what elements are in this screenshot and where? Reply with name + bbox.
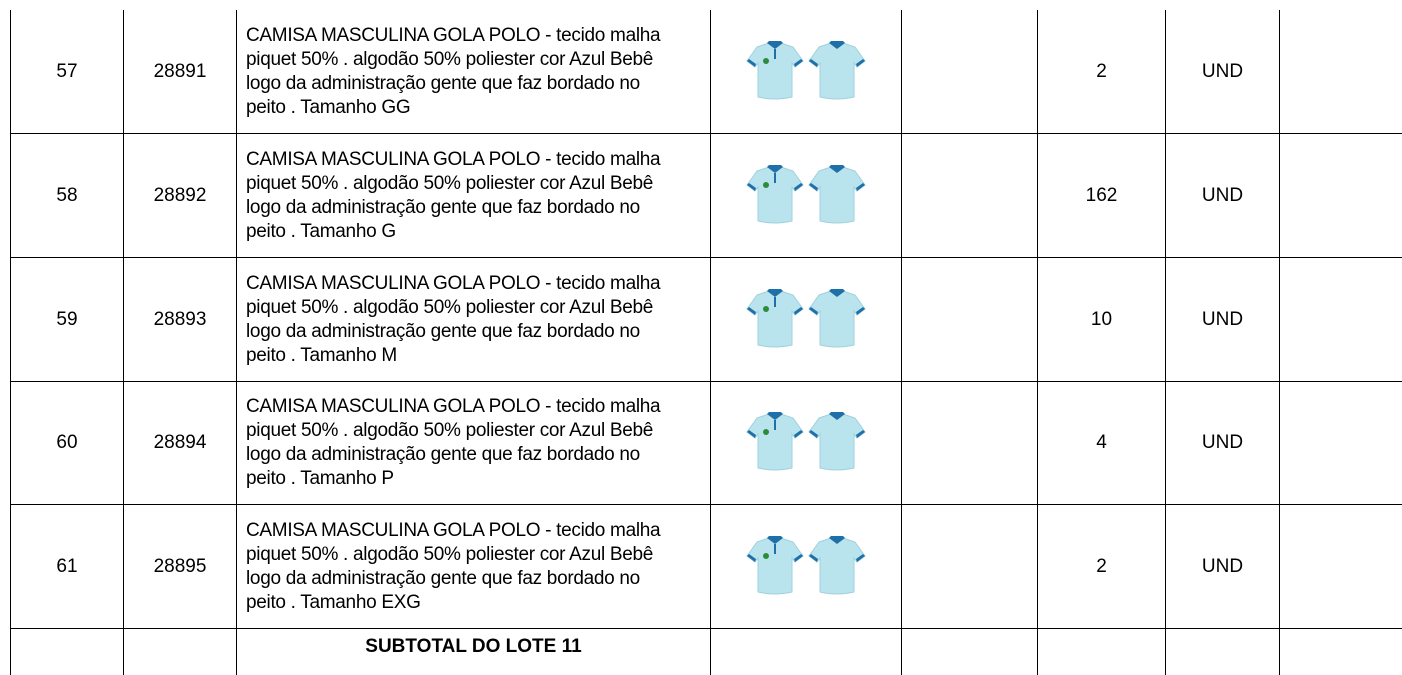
quantity-cell: 2	[1038, 10, 1166, 134]
description-cell-text: CAMISA MASCULINA GOLA POLO - tecido malh…	[246, 519, 661, 613]
item-cell-text: 57	[56, 60, 78, 82]
image-cell	[711, 134, 902, 258]
image-cell	[711, 382, 902, 505]
item-cell: 61	[10, 505, 124, 629]
empty-cell	[10, 629, 124, 675]
unit-cell-text: UND	[1201, 555, 1244, 577]
item-cell: 58	[10, 134, 124, 258]
code-cell-text: 28892	[153, 184, 207, 206]
empty-cell	[902, 382, 1038, 505]
item-cell: 59	[10, 258, 124, 382]
image-cell	[711, 10, 902, 134]
code-cell-text: 28893	[153, 308, 207, 330]
image-cell	[711, 258, 902, 382]
subtotal-cell-text: SUBTOTAL DO LOTE 11	[365, 636, 582, 657]
subtotal-cell: SUBTOTAL DO LOTE 11	[237, 629, 711, 675]
quantity-cell: 2	[1038, 505, 1166, 629]
description-cell: CAMISA MASCULINA GOLA POLO - tecido malh…	[237, 10, 711, 134]
empty-cell	[902, 258, 1038, 382]
quantity-cell-text: 162	[1085, 184, 1118, 206]
quantity-cell: 4	[1038, 382, 1166, 505]
empty-cell	[902, 134, 1038, 258]
description-cell-text: CAMISA MASCULINA GOLA POLO - tecido malh…	[246, 24, 661, 118]
code-cell-text: 28895	[153, 555, 207, 577]
description-cell-text: CAMISA MASCULINA GOLA POLO - tecido malh…	[246, 148, 661, 242]
unit-cell: UND	[1166, 505, 1280, 629]
image-cell	[711, 505, 902, 629]
unit-cell: UND	[1166, 382, 1280, 505]
empty-cell	[902, 10, 1038, 134]
unit-cell: UND	[1166, 134, 1280, 258]
empty-cell	[1280, 629, 1402, 675]
unit-cell-text: UND	[1201, 432, 1244, 453]
code-cell: 28893	[124, 258, 237, 382]
code-cell: 28891	[124, 10, 237, 134]
unit-cell-text: UND	[1201, 184, 1244, 206]
unit-cell-text: UND	[1201, 308, 1244, 330]
description-cell: CAMISA MASCULINA GOLA POLO - tecido malh…	[237, 134, 711, 258]
item-cell-text: 58	[56, 184, 78, 206]
code-cell: 28892	[124, 134, 237, 258]
empty-cell	[1280, 258, 1402, 382]
item-cell: 60	[10, 382, 124, 505]
quantity-cell: 10	[1038, 258, 1166, 382]
item-cell-text: 59	[56, 308, 78, 330]
shirt-image	[746, 164, 866, 223]
unit-cell: UND	[1166, 10, 1280, 134]
item-cell-text: 60	[56, 432, 78, 453]
description-cell: CAMISA MASCULINA GOLA POLO - tecido malh…	[237, 505, 711, 629]
empty-cell	[124, 629, 237, 675]
item-cell-text: 61	[56, 555, 78, 577]
empty-cell	[902, 505, 1038, 629]
code-cell: 28894	[124, 382, 237, 505]
item-cell: 57	[10, 10, 124, 134]
shirt-image	[746, 288, 866, 347]
quantity-cell-text: 2	[1096, 60, 1107, 82]
quantity-cell-text: 4	[1096, 432, 1107, 453]
empty-cell	[1166, 629, 1280, 675]
description-cell-text: CAMISA MASCULINA GOLA POLO - tecido malh…	[246, 272, 661, 366]
empty-cell	[1280, 382, 1402, 505]
empty-cell	[902, 629, 1038, 675]
quantity-cell-text: 2	[1096, 555, 1107, 577]
shirt-image	[746, 535, 866, 594]
empty-cell	[711, 629, 902, 675]
quantity-cell-text: 10	[1090, 308, 1113, 330]
unit-cell: UND	[1166, 258, 1280, 382]
empty-cell	[1038, 629, 1166, 675]
empty-cell	[1280, 10, 1402, 134]
code-cell: 28895	[124, 505, 237, 629]
code-cell-text: 28891	[153, 60, 207, 82]
description-cell: CAMISA MASCULINA GOLA POLO - tecido malh…	[237, 382, 711, 505]
empty-cell	[1280, 505, 1402, 629]
unit-cell-text: UND	[1201, 60, 1244, 82]
shirt-image	[746, 412, 866, 471]
description-cell-text: CAMISA MASCULINA GOLA POLO - tecido malh…	[246, 396, 661, 489]
code-cell-text: 28894	[153, 432, 207, 453]
empty-cell	[1280, 134, 1402, 258]
shirt-image	[746, 40, 866, 99]
description-cell: CAMISA MASCULINA GOLA POLO - tecido malh…	[237, 258, 711, 382]
quantity-cell: 162	[1038, 134, 1166, 258]
